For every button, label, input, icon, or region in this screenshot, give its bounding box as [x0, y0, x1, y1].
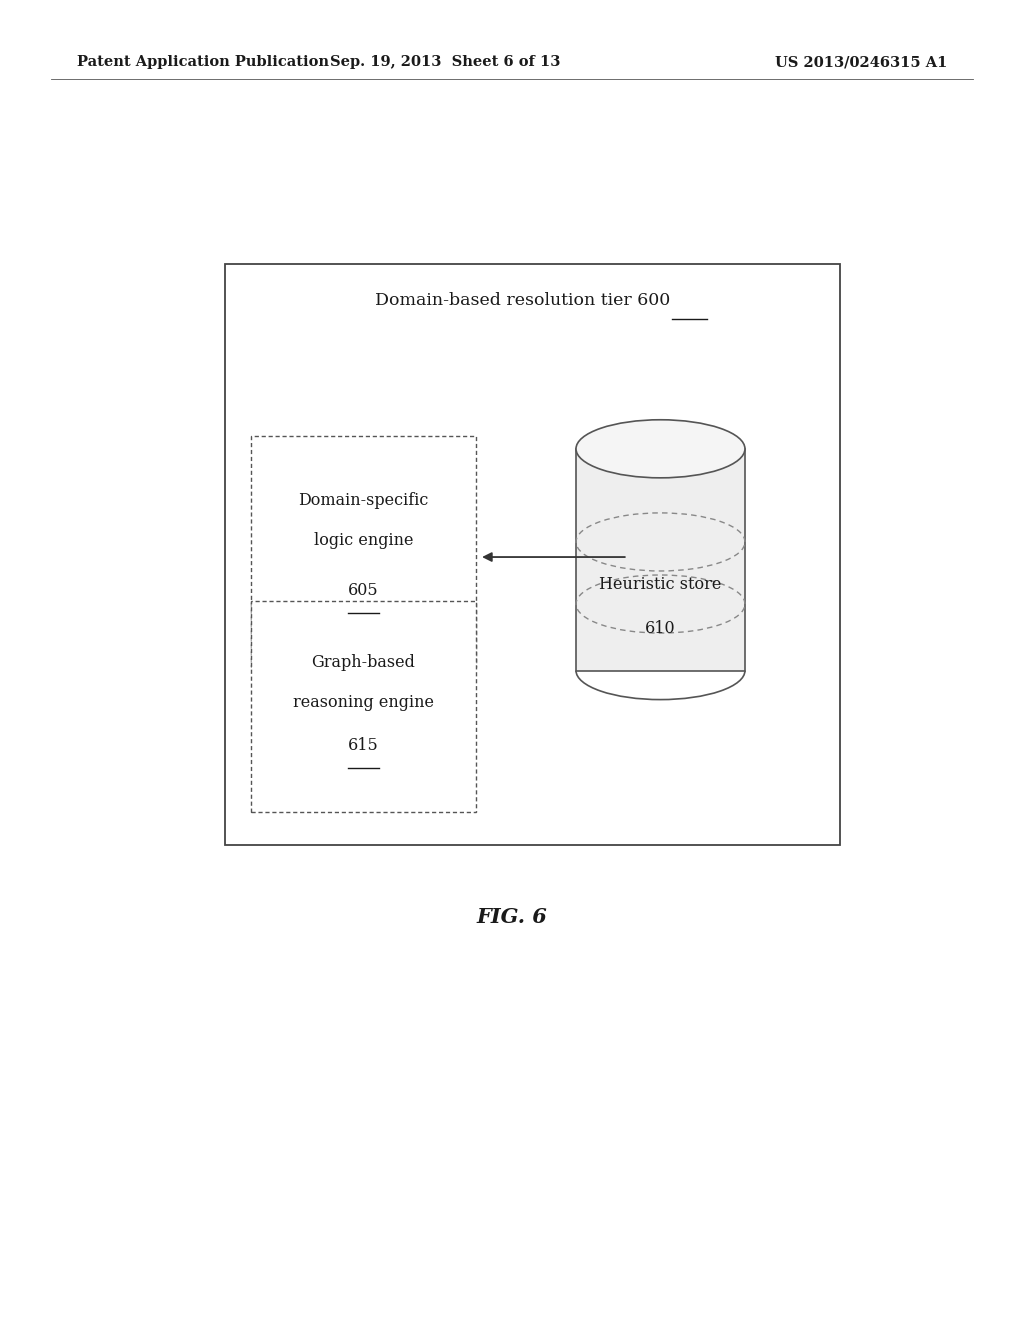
Text: reasoning engine: reasoning engine	[293, 694, 434, 710]
Bar	[575, 449, 745, 671]
Text: 610: 610	[645, 620, 676, 636]
Text: Graph-based: Graph-based	[311, 655, 416, 671]
Text: Sep. 19, 2013  Sheet 6 of 13: Sep. 19, 2013 Sheet 6 of 13	[331, 55, 560, 69]
Ellipse shape	[575, 420, 745, 478]
Text: 615: 615	[348, 738, 379, 754]
Text: logic engine: logic engine	[313, 532, 414, 549]
Text: Heuristic store: Heuristic store	[599, 577, 722, 593]
Bar	[251, 601, 476, 812]
Bar	[225, 264, 840, 845]
Text: Domain-based resolution tier 600: Domain-based resolution tier 600	[375, 293, 670, 309]
Text: Patent Application Publication: Patent Application Publication	[77, 55, 329, 69]
Text: 605: 605	[348, 582, 379, 599]
Bar	[251, 436, 476, 667]
Text: Domain-specific: Domain-specific	[298, 492, 429, 510]
Text: FIG. 6: FIG. 6	[476, 907, 548, 928]
Text: US 2013/0246315 A1: US 2013/0246315 A1	[775, 55, 947, 69]
